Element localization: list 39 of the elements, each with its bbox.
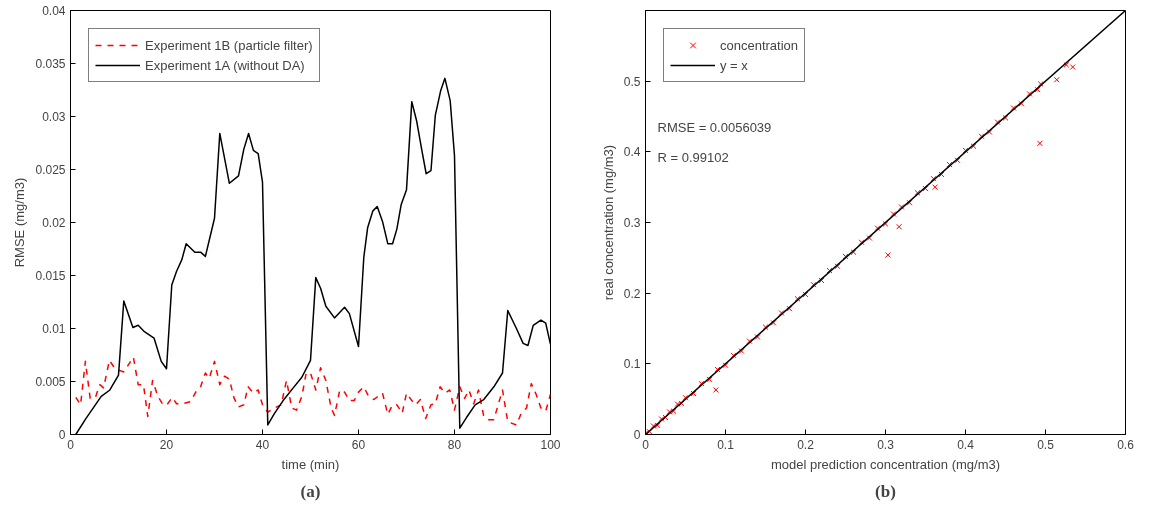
x-tick-label: 0.4 <box>957 437 975 452</box>
x-tick-label: 0.1 <box>717 437 735 452</box>
x-tick-label: 0.3 <box>877 437 895 452</box>
x-tick-label: 60 <box>351 437 366 452</box>
x-tick-label: 0.2 <box>797 437 815 452</box>
x-tick-label: 0.6 <box>1117 437 1135 452</box>
y-tick-label: 0.02 <box>42 216 66 230</box>
y-tick-label: 0.03 <box>42 110 66 124</box>
x-tick-label: 80 <box>447 437 462 452</box>
y-tick-label: 0.4 <box>623 145 641 160</box>
y-tick-label: 0.2 <box>623 286 641 301</box>
y-tick-label: 0.01 <box>42 322 66 336</box>
y-tick-label: 0 <box>633 428 641 442</box>
annotation: RMSE = 0.0056039 <box>657 119 772 135</box>
x-tick-label: 20 <box>159 437 174 452</box>
y-tick-label: 0.1 <box>623 357 641 372</box>
legend-label: y = x <box>720 57 748 73</box>
y-axis-title: real concentration (mg/m3) <box>600 144 616 301</box>
text: (b) <box>875 481 896 501</box>
y-tick-label: 0.025 <box>35 163 66 177</box>
legend-label: Experiment 1A (without DA) <box>145 57 305 73</box>
legend-label: concentration <box>720 37 799 53</box>
x-axis-title: time (min) <box>281 456 340 472</box>
y-tick-label: 0.04 <box>42 4 66 18</box>
y-tick-label: 0.5 <box>623 74 641 89</box>
y-axis-title: RMSE (mg/m3) <box>12 177 28 268</box>
y-tick-label: 0.3 <box>623 216 641 230</box>
x-tick-label: 40 <box>255 437 270 452</box>
legend-label: Experiment 1B (particle filter) <box>145 37 313 53</box>
y-tick-label: 0.005 <box>35 375 66 389</box>
annotation: R = 0.99102 <box>657 149 729 165</box>
y-tick-label: 0 <box>58 428 66 442</box>
x-axis-title: model prediction concentration (mg/m3) <box>770 456 1001 472</box>
text: (a) <box>300 481 321 501</box>
x-tick-label: 0.5 <box>1037 437 1055 452</box>
y-tick-label: 0.015 <box>35 269 66 283</box>
line-series <box>75 356 551 426</box>
x-tick-label: 100 <box>540 437 561 452</box>
y-tick-label: 0.035 <box>35 57 66 71</box>
